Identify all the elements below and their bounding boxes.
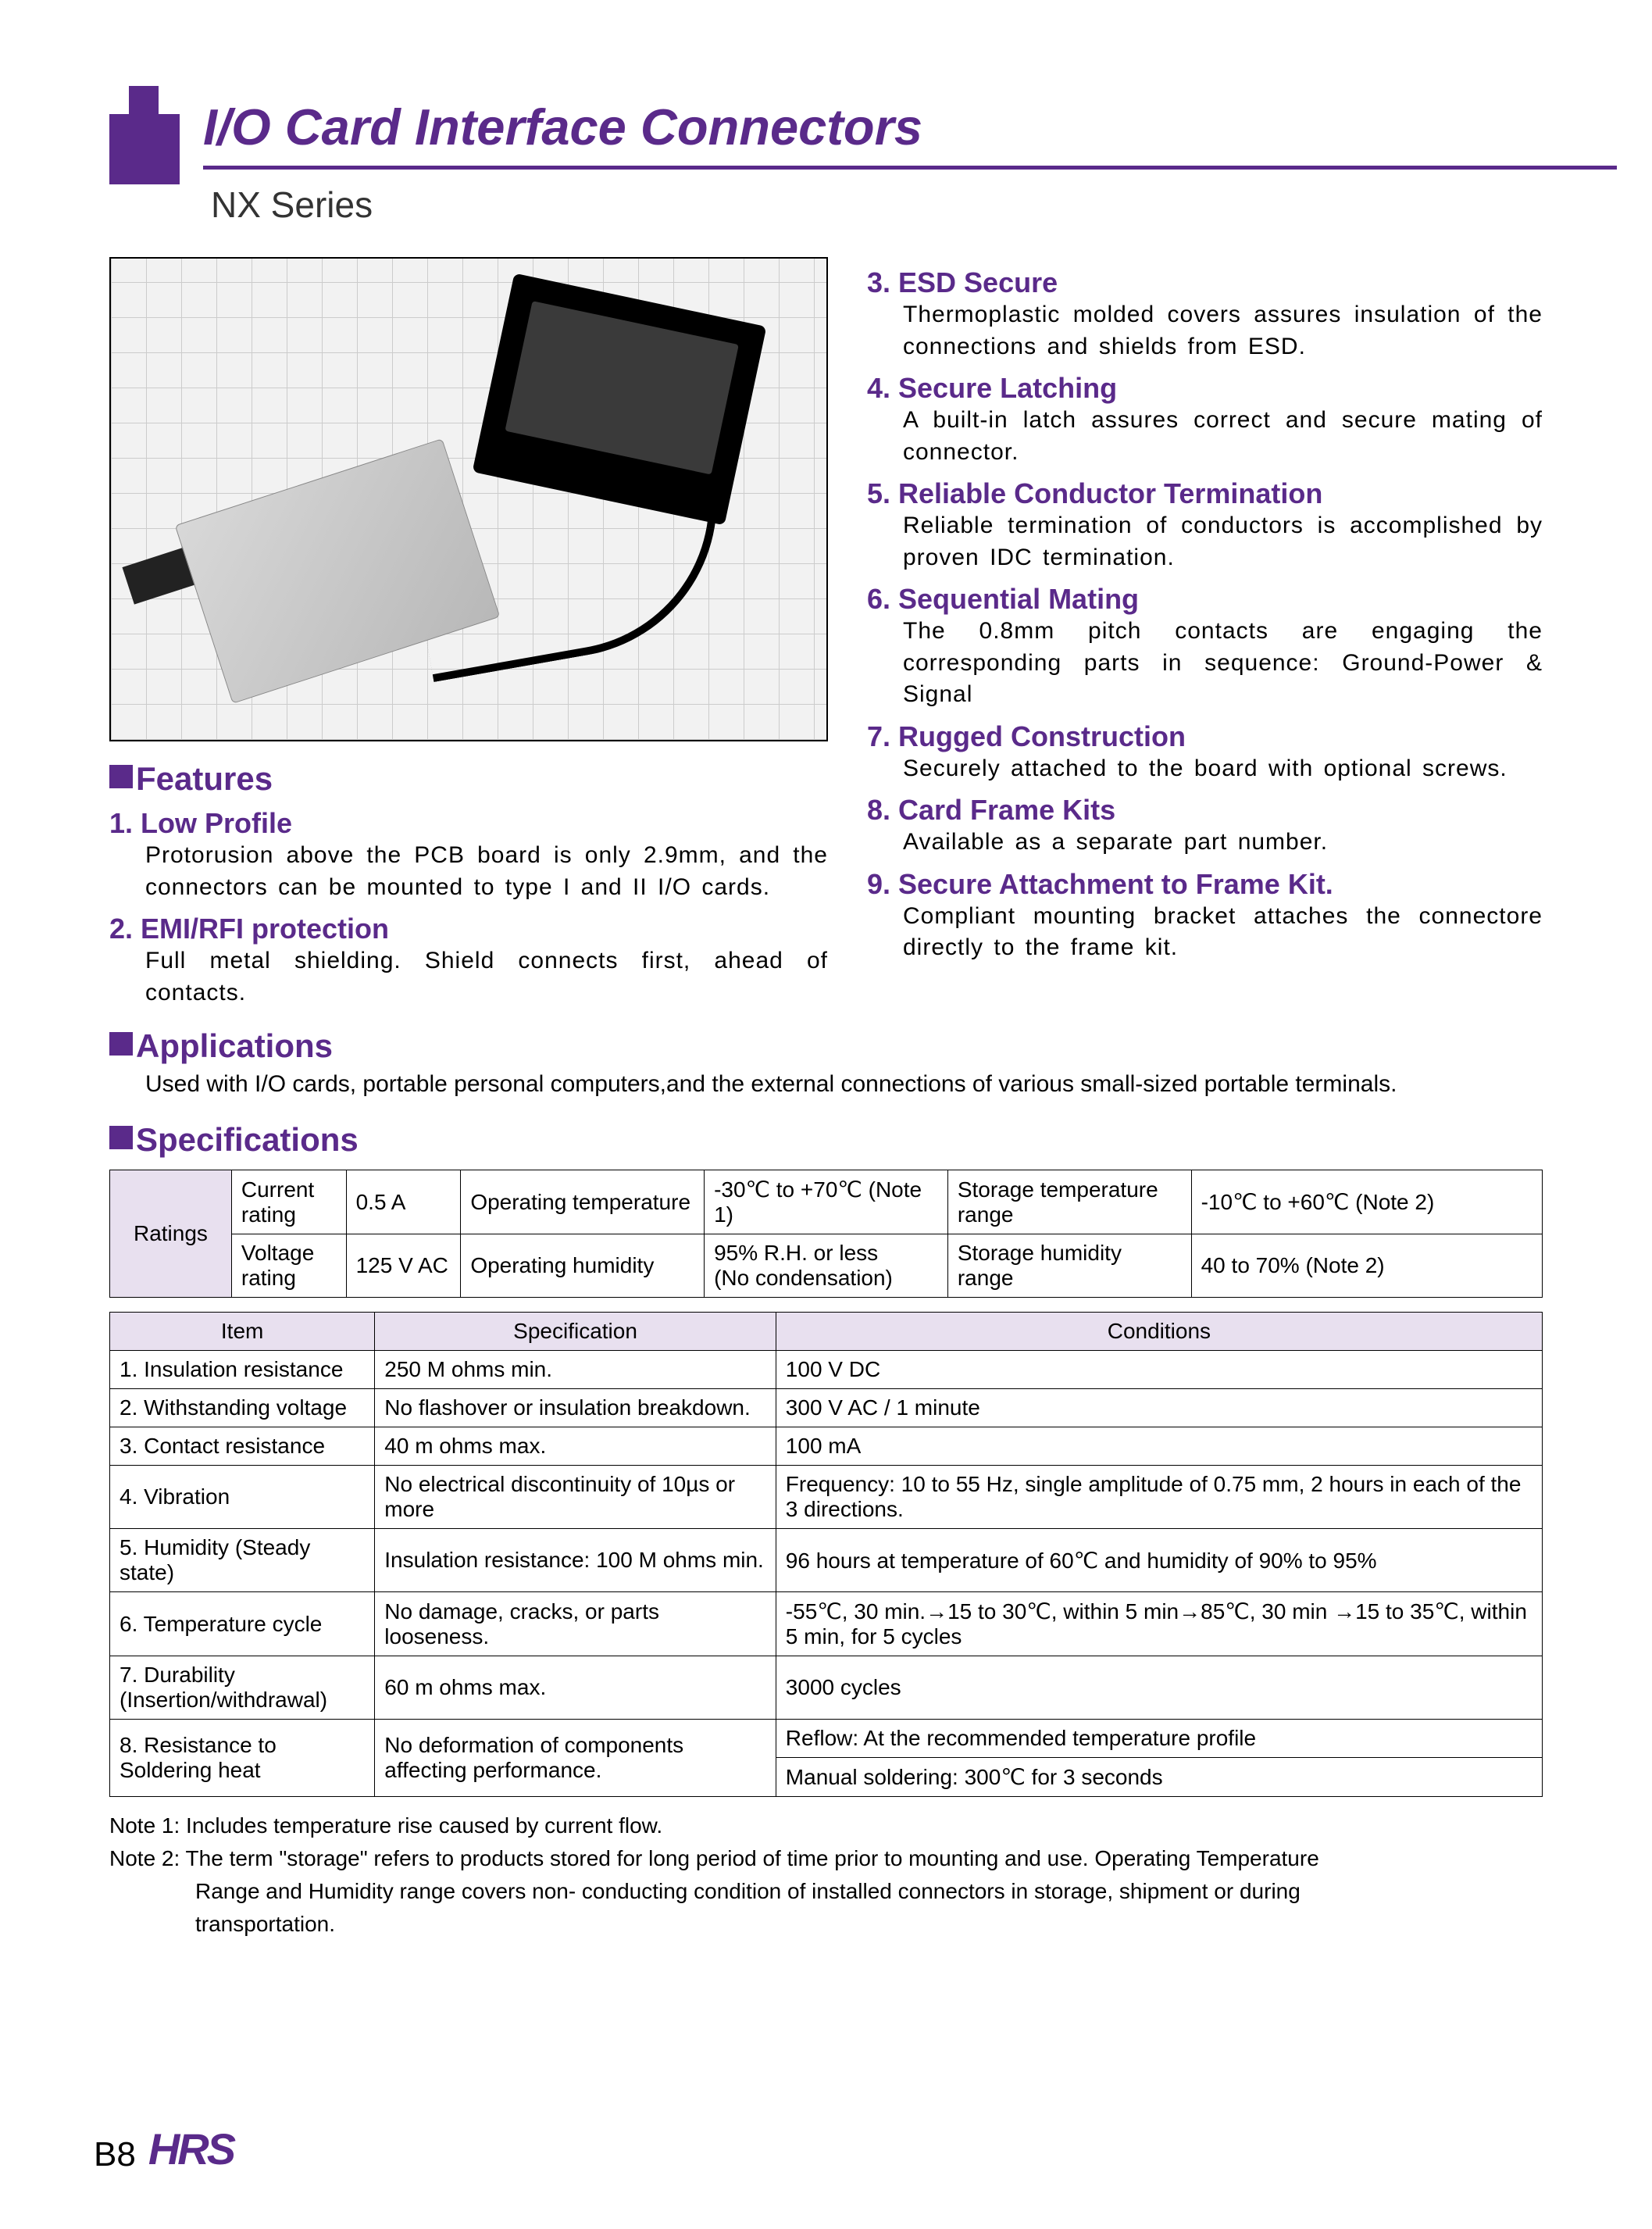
specs-item: 5. Humidity (Steady state) <box>110 1529 375 1592</box>
feature-body: Available as a separate part number. <box>903 827 1543 859</box>
square-bullet-icon <box>109 1032 133 1056</box>
page-number: B8 <box>94 2135 136 2174</box>
specs-col-cond: Conditions <box>776 1313 1542 1351</box>
applications-heading: Applications <box>109 1027 1543 1065</box>
feature-item: 7. Rugged ConstructionSecurely attached … <box>867 720 1543 785</box>
feature-body: Securely attached to the board with opti… <box>903 753 1543 785</box>
specs-cond: Reflow: At the recommended temperature p… <box>776 1720 1542 1758</box>
feature-body: The 0.8mm pitch contacts are engaging th… <box>903 616 1543 711</box>
feature-item: 5. Reliable Conductor TerminationReliabl… <box>867 477 1543 573</box>
specs-item: 4. Vibration <box>110 1466 375 1529</box>
page-header: I/O Card Interface Connectors NX Series <box>109 78 1652 226</box>
specs-cond: 100 V DC <box>776 1351 1542 1389</box>
features-heading-text: Features <box>136 760 273 797</box>
features-heading: Features <box>109 760 828 798</box>
specs-item: 1. Insulation resistance <box>110 1351 375 1389</box>
page-footer: B8 HRS <box>94 2124 234 2174</box>
note-2-line3: transportation. <box>109 1908 1543 1941</box>
right-column: 3. ESD SecureThermoplastic molded covers… <box>867 257 1543 1009</box>
ratings-cell: Operating humidity <box>461 1234 705 1298</box>
applications-heading-text: Applications <box>136 1027 333 1064</box>
specs-spec: 60 m ohms max. <box>375 1656 776 1720</box>
specs-spec: No flashover or insulation breakdown. <box>375 1389 776 1427</box>
title-underline <box>203 166 1617 170</box>
ratings-cell: 0.5 A <box>346 1170 461 1234</box>
specs-cond: Frequency: 10 to 55 Hz, single amplitude… <box>776 1466 1542 1529</box>
feature-body: Protorusion above the PCB board is only … <box>145 840 828 903</box>
specs-cond: 300 V AC / 1 minute <box>776 1389 1542 1427</box>
header-accent-icon <box>109 114 180 184</box>
feature-title: 6. Sequential Mating <box>867 583 1543 616</box>
ratings-cell: Operating temperature <box>461 1170 705 1234</box>
feature-body: Full metal shielding. Shield connects fi… <box>145 945 828 1009</box>
specs-item: 8. Resistance to Soldering heat <box>110 1720 375 1797</box>
specs-spec: Insulation resistance: 100 M ohms min. <box>375 1529 776 1592</box>
specs-col-item: Item <box>110 1313 375 1351</box>
feature-title: 2. EMI/RFI protection <box>109 913 828 945</box>
ratings-cell: 95% R.H. or less(No condensation) <box>705 1234 948 1298</box>
note-2-line2: Range and Humidity range covers non‑ con… <box>109 1875 1543 1908</box>
ratings-cell: Storage temperature range <box>947 1170 1191 1234</box>
notes: Note 1: Includes temperature rise caused… <box>109 1809 1543 1941</box>
ratings-cell: 125 V AC <box>346 1234 461 1298</box>
ratings-cell: Voltage rating <box>231 1234 346 1298</box>
note-2-line1: Note 2: The term "storage" refers to pro… <box>109 1842 1543 1875</box>
specs-cond: 3000 cycles <box>776 1656 1542 1720</box>
specs-spec: No damage, cracks, or parts looseness. <box>375 1592 776 1656</box>
applications-body: Used with I/O cards, portable personal c… <box>145 1071 1543 1098</box>
product-photo <box>109 257 828 741</box>
square-bullet-icon <box>109 765 133 788</box>
ratings-cell: Storage humidity range <box>947 1234 1191 1298</box>
feature-body: A built-in latch assures correct and sec… <box>903 405 1543 468</box>
specifications-heading-text: Specifications <box>136 1121 359 1158</box>
feature-body: Compliant mounting bracket attaches the … <box>903 901 1543 964</box>
ratings-label: Ratings <box>110 1170 232 1298</box>
specs-col-spec: Specification <box>375 1313 776 1351</box>
feature-title: 3. ESD Secure <box>867 266 1543 299</box>
feature-item: 9. Secure Attachment to Frame Kit.Compli… <box>867 868 1543 964</box>
specs-item: 7. Durability (Insertion/withdrawal) <box>110 1656 375 1720</box>
feature-item: 8. Card Frame KitsAvailable as a separat… <box>867 794 1543 859</box>
feature-title: 4. Secure Latching <box>867 372 1543 405</box>
feature-body: Reliable termination of conductors is ac… <box>903 510 1543 573</box>
note-1: Note 1: Includes temperature rise caused… <box>109 1809 1543 1842</box>
ratings-cell: -10℃ to +60℃ (Note 2) <box>1191 1170 1542 1234</box>
specs-item: 3. Contact resistance <box>110 1427 375 1466</box>
ratings-cell: Current rating <box>231 1170 346 1234</box>
content-area: Features 1. Low ProfileProtorusion above… <box>109 257 1543 1941</box>
specifications-heading: Specifications <box>109 1121 1543 1159</box>
page-subtitle: NX Series <box>211 184 1652 226</box>
square-bullet-icon <box>109 1126 133 1149</box>
specs-item: 2. Withstanding voltage <box>110 1389 375 1427</box>
specs-item: 6. Temperature cycle <box>110 1592 375 1656</box>
feature-title: 8. Card Frame Kits <box>867 794 1543 827</box>
specs-spec: 40 m ohms max. <box>375 1427 776 1466</box>
feature-item: 4. Secure LatchingA built-in latch assur… <box>867 372 1543 468</box>
ratings-cell: 40 to 70% (Note 2) <box>1191 1234 1542 1298</box>
feature-item: 1. Low ProfileProtorusion above the PCB … <box>109 807 828 903</box>
feature-item: 3. ESD SecureThermoplastic molded covers… <box>867 266 1543 363</box>
feature-title: 5. Reliable Conductor Termination <box>867 477 1543 510</box>
brand-logo: HRS <box>148 2124 234 2174</box>
ratings-cell: -30℃ to +70℃ (Note 1) <box>705 1170 948 1234</box>
specs-cond: Manual soldering: 300℃ for 3 seconds <box>776 1758 1542 1797</box>
specs-spec: No deformation of components affecting p… <box>375 1720 776 1797</box>
specs-cond: -55℃, 30 min.→15 to 30℃, within 5 min→85… <box>776 1592 1542 1656</box>
specs-spec: No electrical discontinuity of 10µs or m… <box>375 1466 776 1529</box>
specifications-table: Item Specification Conditions 1. Insulat… <box>109 1312 1543 1797</box>
specs-cond: 96 hours at temperature of 60℃ and humid… <box>776 1529 1542 1592</box>
left-column: Features 1. Low ProfileProtorusion above… <box>109 257 828 1009</box>
feature-title: 9. Secure Attachment to Frame Kit. <box>867 868 1543 901</box>
feature-title: 7. Rugged Construction <box>867 720 1543 753</box>
specs-spec: 250 M ohms min. <box>375 1351 776 1389</box>
feature-body: Thermoplastic molded covers assures insu… <box>903 299 1543 363</box>
feature-title: 1. Low Profile <box>109 807 828 840</box>
specs-cond: 100 mA <box>776 1427 1542 1466</box>
feature-item: 6. Sequential MatingThe 0.8mm pitch cont… <box>867 583 1543 711</box>
ratings-table: RatingsCurrent rating0.5 AOperating temp… <box>109 1170 1543 1298</box>
page-title: I/O Card Interface Connectors <box>203 78 1652 156</box>
feature-item: 2. EMI/RFI protectionFull metal shieldin… <box>109 913 828 1009</box>
